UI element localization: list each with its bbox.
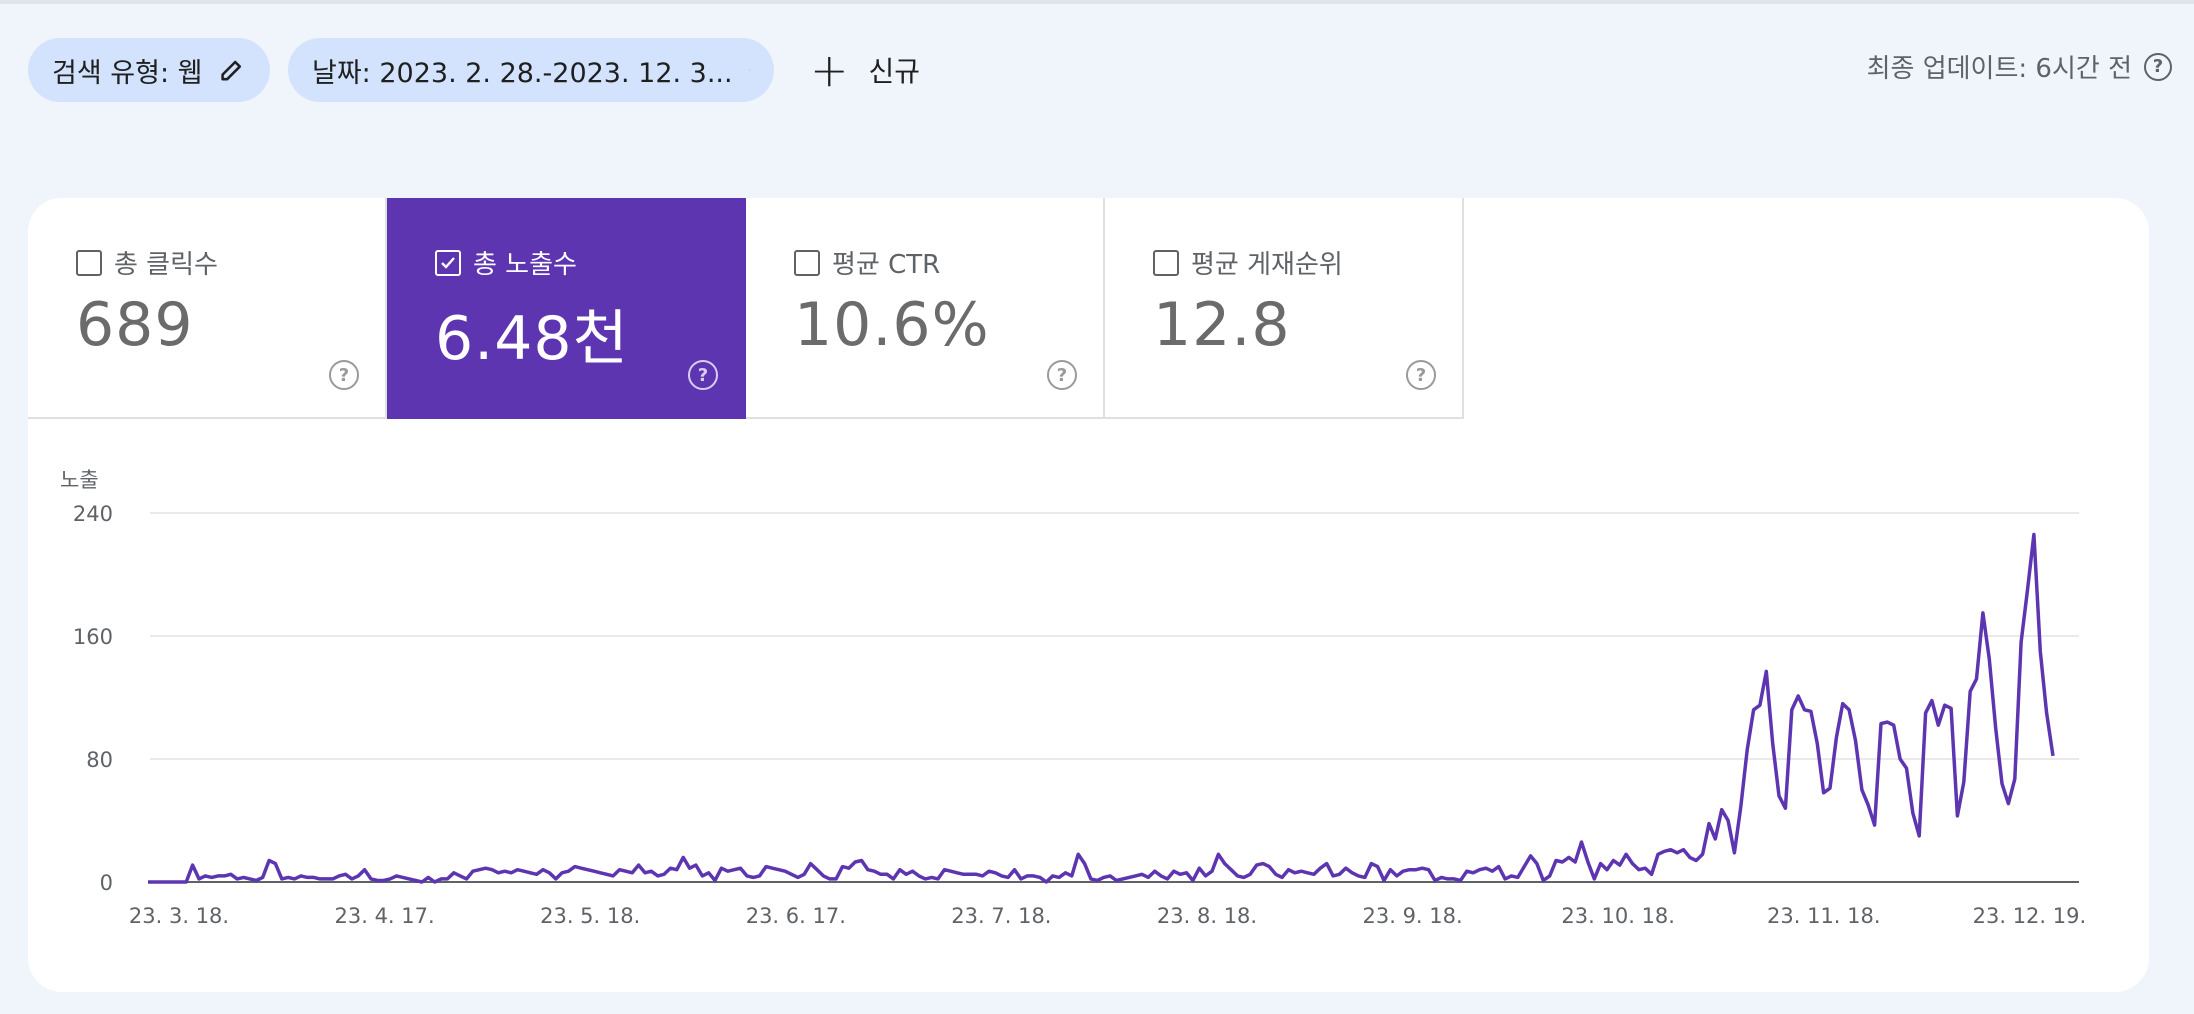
help-icon[interactable]: ?	[329, 360, 359, 390]
x-tick-label: 23. 7. 18.	[951, 904, 1051, 928]
metric-average-ctr[interactable]: 평균 CTR 10.6% ?	[746, 198, 1105, 419]
x-tick-label: 23. 11. 18.	[1767, 904, 1881, 928]
plus-icon: +	[810, 43, 849, 97]
search-type-label: 검색 유형: 웹	[52, 57, 203, 89]
y-axis-label: 노출	[60, 468, 99, 492]
search-type-filter-chip[interactable]: 검색 유형: 웹	[28, 38, 270, 102]
x-tick-label: 23. 10. 18.	[1561, 904, 1675, 928]
edit-icon	[221, 60, 242, 81]
metric-value: 6.48천	[435, 304, 629, 374]
help-icon[interactable]: ?	[1047, 360, 1077, 390]
metric-label: 총 클릭수	[114, 250, 218, 280]
impressions-series-line	[148, 532, 2055, 884]
last-updated-label: 최종 업데이트: 6시간 전	[1866, 54, 2132, 84]
top-divider	[0, 0, 2194, 4]
metric-value: 689	[76, 290, 194, 360]
y-tick-label: 80	[86, 748, 113, 772]
x-tick-label: 23. 9. 18.	[1363, 904, 1463, 928]
metric-average-position[interactable]: 평균 게재순위 12.8 ?	[1105, 198, 1464, 419]
metric-total-impressions[interactable]: 총 노출수 6.48천 ?	[387, 198, 746, 419]
help-icon[interactable]: ?	[1406, 360, 1436, 390]
y-tick-label: 0	[100, 871, 113, 895]
metric-total-clicks[interactable]: 총 클릭수 689 ?	[28, 198, 387, 419]
x-tick-label: 23. 3. 18.	[129, 904, 229, 928]
help-icon[interactable]: ?	[2144, 52, 2172, 81]
metric-label: 총 노출수	[473, 250, 577, 280]
metric-value: 12.8	[1153, 290, 1291, 360]
x-tick-label: 23. 4. 17.	[335, 904, 435, 928]
y-tick-label: 240	[73, 502, 113, 526]
edit-icon	[748, 69, 750, 71]
performance-card: 총 클릭수 689 ? 총 노출수 6.48천 ? 평균 CTR 10.6% ?…	[28, 198, 2149, 992]
last-updated: 최종 업데이트: 6시간 전 ?	[1867, 48, 2172, 85]
metric-label: 평균 게재순위	[1191, 250, 1343, 280]
new-filter-button[interactable]: + 신규	[810, 42, 920, 98]
date-filter-chip[interactable]: 날짜: 2023. 2. 28.-2023. 12. 3...	[288, 38, 774, 102]
help-icon[interactable]: ?	[688, 360, 718, 390]
x-tick-label: 23. 5. 18.	[540, 904, 640, 928]
x-tick-label: 23. 6. 17.	[746, 904, 846, 928]
x-tick-label: 23. 12. 19.	[1973, 904, 2087, 928]
y-tick-label: 160	[73, 625, 113, 649]
checkbox-icon[interactable]	[1153, 249, 1179, 276]
x-tick-label: 23. 8. 18.	[1157, 904, 1257, 928]
impressions-chart[interactable]: 노출 0 80 160 240 23. 3. 18. 23. 4. 17. 23. 5. 18…	[28, 458, 2149, 978]
checkbox-icon[interactable]	[794, 249, 820, 276]
metric-value: 10.6%	[794, 290, 990, 360]
metric-label: 평균 CTR	[832, 250, 941, 280]
checkbox-checked-icon[interactable]	[435, 249, 461, 276]
checkbox-icon[interactable]	[76, 249, 102, 276]
date-range-label: 날짜: 2023. 2. 28.-2023. 12. 3...	[312, 57, 733, 89]
new-filter-label: 신규	[868, 55, 921, 88]
